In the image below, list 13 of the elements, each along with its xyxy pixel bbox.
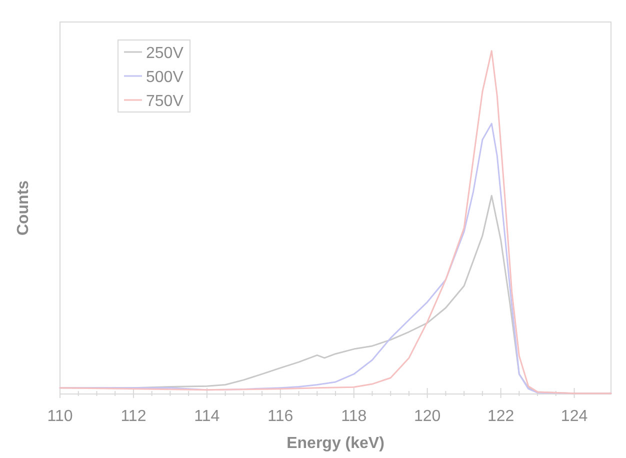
x-tick-label: 114 — [194, 408, 220, 425]
x-tick-label: 110 — [47, 408, 73, 425]
x-tick-label: 112 — [120, 408, 146, 425]
x-axis-title: Energy (keV) — [286, 435, 384, 452]
legend-label: 500V — [146, 69, 184, 86]
x-tick-label: 116 — [268, 408, 294, 425]
y-axis-title: Counts — [15, 180, 32, 236]
x-tick-label: 122 — [487, 408, 514, 425]
x-tick-label: 124 — [560, 408, 588, 425]
legend-label: 750V — [146, 93, 184, 110]
legend-label: 250V — [146, 45, 184, 62]
x-tick-label: 118 — [341, 408, 367, 425]
x-tick-label: 120 — [414, 408, 441, 425]
